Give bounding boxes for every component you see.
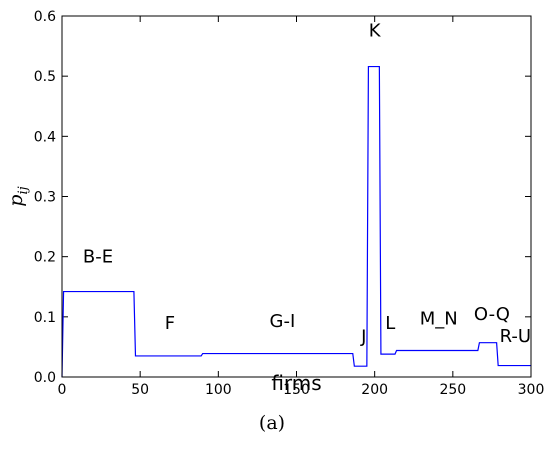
- figure-caption: (a): [258, 412, 286, 434]
- y-axis-label: pij: [5, 186, 31, 206]
- y-tick-label: 0.1: [34, 310, 56, 326]
- y-tick-label: 0.4: [34, 129, 56, 145]
- x-axis-label: firms: [271, 371, 321, 395]
- y-tick-label: 0.3: [34, 190, 56, 206]
- x-tick-label: 50: [131, 382, 149, 398]
- x-tick-label: 250: [439, 382, 466, 398]
- y-tick-label: 0.5: [34, 69, 56, 85]
- sector-annotation: R-U: [500, 326, 531, 347]
- x-tick-label: 300: [518, 382, 544, 398]
- y-axis-label-subscript: ij: [16, 186, 31, 194]
- x-tick-label: 200: [361, 382, 388, 398]
- x-tick-label: 100: [205, 382, 232, 398]
- sector-annotation: L: [385, 313, 395, 334]
- x-tick-label: 0: [58, 382, 67, 398]
- x-tick-label: 150: [283, 382, 310, 398]
- y-tick-label: 0.0: [34, 370, 56, 386]
- series-line: [61, 65, 531, 378]
- plot-frame: [61, 15, 532, 378]
- chart: 0.0 0.1 0.2 0.3 0.4 0.5 0.6 0 50 100 150 200 250 300…: [5, 9, 544, 398]
- sector-annotation: M_N: [420, 309, 458, 330]
- sector-annotation: B-E: [83, 247, 113, 268]
- sector-annotation: O-Q: [474, 304, 510, 325]
- y-axis-label-main: p: [5, 195, 27, 207]
- sector-annotation: G-I: [270, 311, 296, 332]
- annotations: B-E F G-I J K L M_N O-QR-U: [83, 20, 531, 347]
- sector-annotation: F: [165, 313, 175, 334]
- sector-annotation: K: [369, 20, 382, 41]
- x-axis-ticks: 0 50 100 150 200 250 300: [58, 16, 544, 398]
- y-tick-label: 0.6: [34, 9, 56, 25]
- sector-annotation: J: [360, 327, 366, 348]
- y-tick-label: 0.2: [34, 250, 56, 266]
